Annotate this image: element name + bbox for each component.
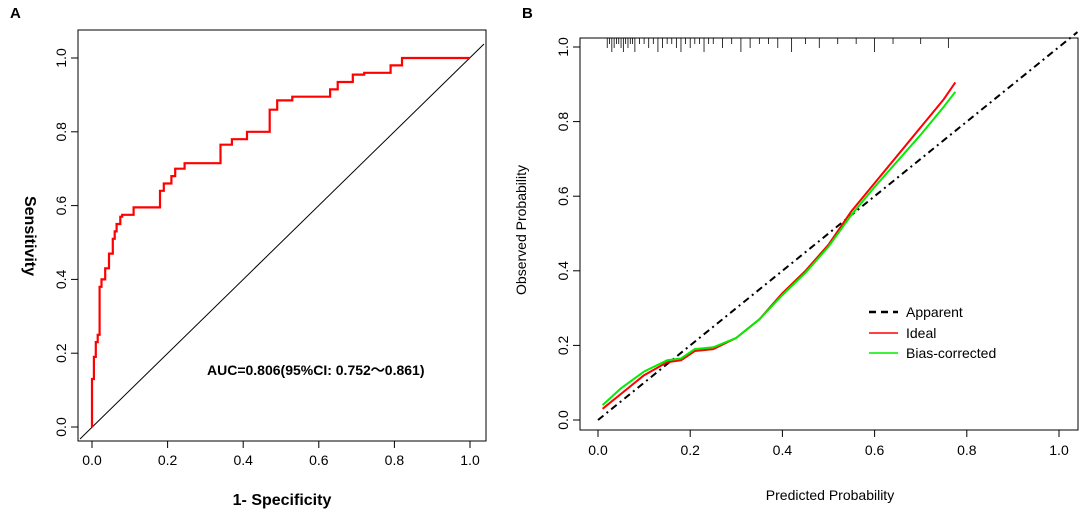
panel-b-xtick-label: 0.6 bbox=[865, 442, 885, 458]
panel-a-auc-annotation: AUC=0.806(95%CI: 0.752～0.861) bbox=[207, 362, 425, 378]
panel-b-ytick-label: 0.6 bbox=[555, 186, 571, 206]
legend-label-ideal: Ideal bbox=[906, 325, 936, 341]
panel-a-xlabel: 1- Specificity bbox=[233, 492, 332, 509]
bias-corrected-curve bbox=[601, 91, 957, 406]
legend-label-bias-corrected: Bias-corrected bbox=[906, 345, 996, 361]
panel-a-xtick-label: 0.4 bbox=[233, 452, 253, 468]
panel-b-xtick-label: 0.8 bbox=[957, 442, 977, 458]
panel-b-ytick-label: 0.2 bbox=[555, 335, 571, 355]
panel-b-ytick-label: 1.0 bbox=[555, 37, 571, 57]
ideal-curve bbox=[601, 81, 957, 410]
panel-a-ytick-label: 0.8 bbox=[53, 122, 69, 142]
panel-a-xtick-label: 1.0 bbox=[460, 452, 480, 468]
panel-b-rug bbox=[606, 38, 949, 52]
roc-curve bbox=[90, 56, 470, 427]
panel-b-xtick-label: 0.4 bbox=[773, 442, 793, 458]
panel-b-xlabel: Predicted Probability bbox=[766, 487, 894, 503]
panel-a-ylabel: Sensitivity bbox=[21, 196, 38, 276]
panel-a-ticks: 0.0 0.0 0.2 0.2 0.4 0.4 0.6 0.6 0.8 0.8 1.0 1.0 bbox=[53, 48, 480, 468]
panel-a-ytick-label: 0.6 bbox=[53, 196, 69, 216]
panel-a-frame bbox=[77, 29, 487, 442]
panel-b-frame bbox=[579, 37, 1079, 431]
panel-b-ticks: 0.0 0.0 0.2 0.2 0.4 0.4 0.6 0.6 0.8 0.8 1.0 1.0 bbox=[555, 37, 1069, 458]
panel-a-letter: A bbox=[10, 5, 21, 22]
apparent-line bbox=[597, 31, 1079, 421]
panel-b-xtick-label: 0.0 bbox=[588, 442, 608, 458]
panel-b-ytick-label: 0.4 bbox=[555, 261, 571, 281]
panel-b-xtick-label: 0.2 bbox=[680, 442, 700, 458]
panel-a-xtick-label: 0.6 bbox=[309, 452, 329, 468]
panel-b-letter: B bbox=[522, 5, 533, 22]
panel-b-ytick-label: 0.8 bbox=[555, 112, 571, 132]
panel-a-xtick-label: 0.2 bbox=[158, 452, 178, 468]
panel-b-ytick-label: 0.0 bbox=[555, 410, 571, 430]
panel-a-ytick-label: 0.4 bbox=[53, 269, 69, 289]
legend-label-apparent: Apparent bbox=[906, 304, 963, 320]
panel-a-lines bbox=[79, 43, 485, 440]
panel-b-legend: Apparent Ideal Bias-corrected bbox=[869, 304, 996, 361]
panel-b-ylabel: Observed Probability bbox=[513, 165, 529, 295]
panel-a-ytick-label: 1.0 bbox=[53, 48, 69, 68]
panel-a-xtick-label: 0.8 bbox=[385, 452, 405, 468]
panel-a-ytick-label: 0.2 bbox=[53, 343, 69, 363]
reference-diagonal-line bbox=[79, 43, 485, 440]
panel-a-ytick-label: 0.0 bbox=[53, 417, 69, 437]
panel-a-xtick-label: 0.0 bbox=[82, 452, 102, 468]
panel-b-lines bbox=[597, 31, 1079, 421]
panel-b-xtick-label: 1.0 bbox=[1049, 442, 1069, 458]
